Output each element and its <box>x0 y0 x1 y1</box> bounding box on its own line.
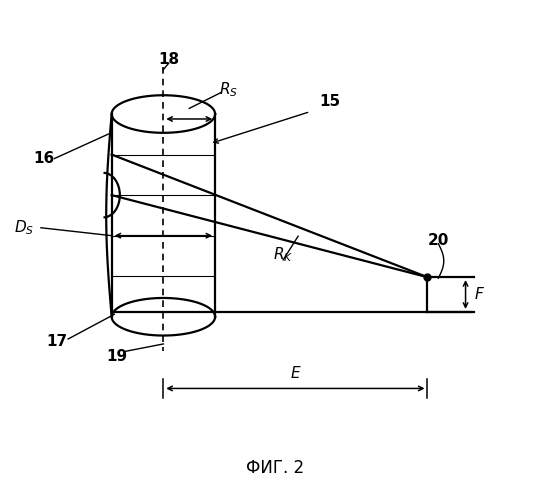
Text: 19: 19 <box>107 349 128 364</box>
Text: $D_S$: $D_S$ <box>14 218 35 237</box>
Text: ФИГ. 2: ФИГ. 2 <box>246 458 304 476</box>
Text: 16: 16 <box>33 151 54 166</box>
Text: $R_K$: $R_K$ <box>273 246 293 264</box>
Text: 15: 15 <box>319 94 340 109</box>
Text: F: F <box>475 287 483 302</box>
Text: $R_S$: $R_S$ <box>219 80 238 98</box>
Text: E: E <box>290 366 300 381</box>
Text: 18: 18 <box>158 52 179 67</box>
Text: 20: 20 <box>428 232 449 248</box>
Text: 17: 17 <box>47 334 68 349</box>
